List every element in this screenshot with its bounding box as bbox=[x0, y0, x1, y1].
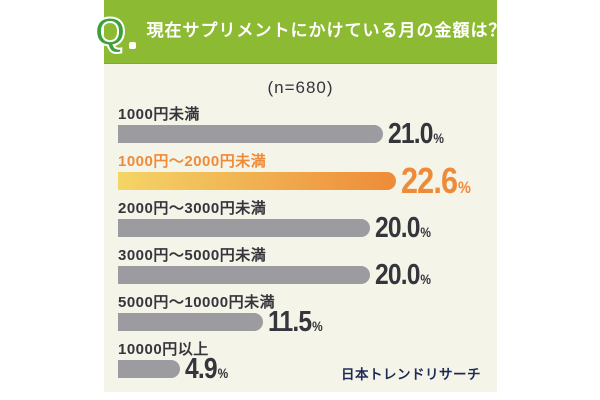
bar bbox=[118, 266, 370, 284]
bar bbox=[118, 125, 383, 143]
value-label: 20.0% bbox=[375, 258, 432, 291]
value-number: 20.0 bbox=[375, 211, 420, 244]
q-dot-icon bbox=[128, 41, 136, 49]
value-label: 21.0% bbox=[388, 117, 445, 150]
bar bbox=[118, 172, 396, 190]
bar-row: 1000円～2000円未満 22.6% bbox=[118, 153, 483, 199]
value-label: 20.0% bbox=[375, 211, 432, 244]
bar-line: 21.0% bbox=[118, 119, 483, 148]
value-number: 11.5 bbox=[268, 305, 312, 338]
bar-row: 10000円以上 4.9% bbox=[118, 341, 483, 383]
bar-line: 20.0% bbox=[118, 213, 483, 242]
bar-row: 2000円～3000円未満 20.0% bbox=[118, 200, 483, 242]
bar bbox=[118, 219, 370, 237]
category-label: 5000円～10000円未満 bbox=[118, 294, 276, 311]
value-number: 22.6 bbox=[400, 160, 458, 201]
bar-line: 20.0% bbox=[118, 260, 483, 289]
percent-sign: % bbox=[457, 178, 471, 197]
bar-row: 3000円～5000円未満 20.0% bbox=[118, 247, 483, 289]
bar-row: 5000円～10000円未満 11.5% bbox=[118, 294, 483, 336]
sample-size-label: (n=680) bbox=[267, 78, 334, 97]
bar bbox=[118, 360, 180, 378]
percent-sign: % bbox=[312, 317, 323, 334]
bar-line: 11.5% bbox=[118, 307, 483, 336]
percent-sign: % bbox=[217, 364, 229, 381]
value-label: 11.5% bbox=[268, 305, 323, 338]
bar-line: 4.9% bbox=[118, 354, 483, 383]
bar-line: 22.6% bbox=[118, 163, 483, 199]
category-label: 2000円～3000円未満 bbox=[118, 200, 267, 217]
percent-sign: % bbox=[420, 270, 432, 287]
question-title: 現在サプリメントにかけている月の金額は？ bbox=[146, 21, 507, 41]
percent-sign: % bbox=[420, 223, 432, 240]
bar-rows: 1000円未満 21.0% 1000円～2000円未満 22.6% 2000円～3000… bbox=[118, 106, 483, 383]
bar bbox=[118, 313, 263, 331]
bar-row: 1000円未満 21.0% bbox=[118, 106, 483, 148]
value-number: 20.0 bbox=[375, 258, 420, 291]
chart-area: (n=680) 1000円未満 21.0% 1000円～2000円未満 22.6% 20… bbox=[104, 64, 497, 392]
value-label: 22.6% bbox=[401, 163, 471, 199]
category-label: 10000円以上 bbox=[118, 341, 209, 358]
value-number: 4.9 bbox=[185, 352, 218, 385]
value-label: 4.9% bbox=[185, 352, 229, 385]
survey-card: Q 現在サプリメントにかけている月の金額は？ (n=680) 1000円未満 21… bbox=[93, 0, 506, 392]
value-number: 21.0 bbox=[388, 117, 433, 150]
category-label: 1000円～2000円未満 bbox=[118, 153, 267, 170]
category-label: 3000円～5000円未満 bbox=[118, 247, 267, 264]
brand-logo: 日本トレンドリサーチ bbox=[341, 367, 481, 382]
category-label: 1000円未満 bbox=[118, 106, 200, 123]
q-letter: Q bbox=[93, 9, 126, 54]
question-banner: Q 現在サプリメントにかけている月の金額は？ bbox=[93, 0, 506, 64]
percent-sign: % bbox=[433, 129, 445, 146]
q-icon: Q bbox=[93, 9, 136, 54]
